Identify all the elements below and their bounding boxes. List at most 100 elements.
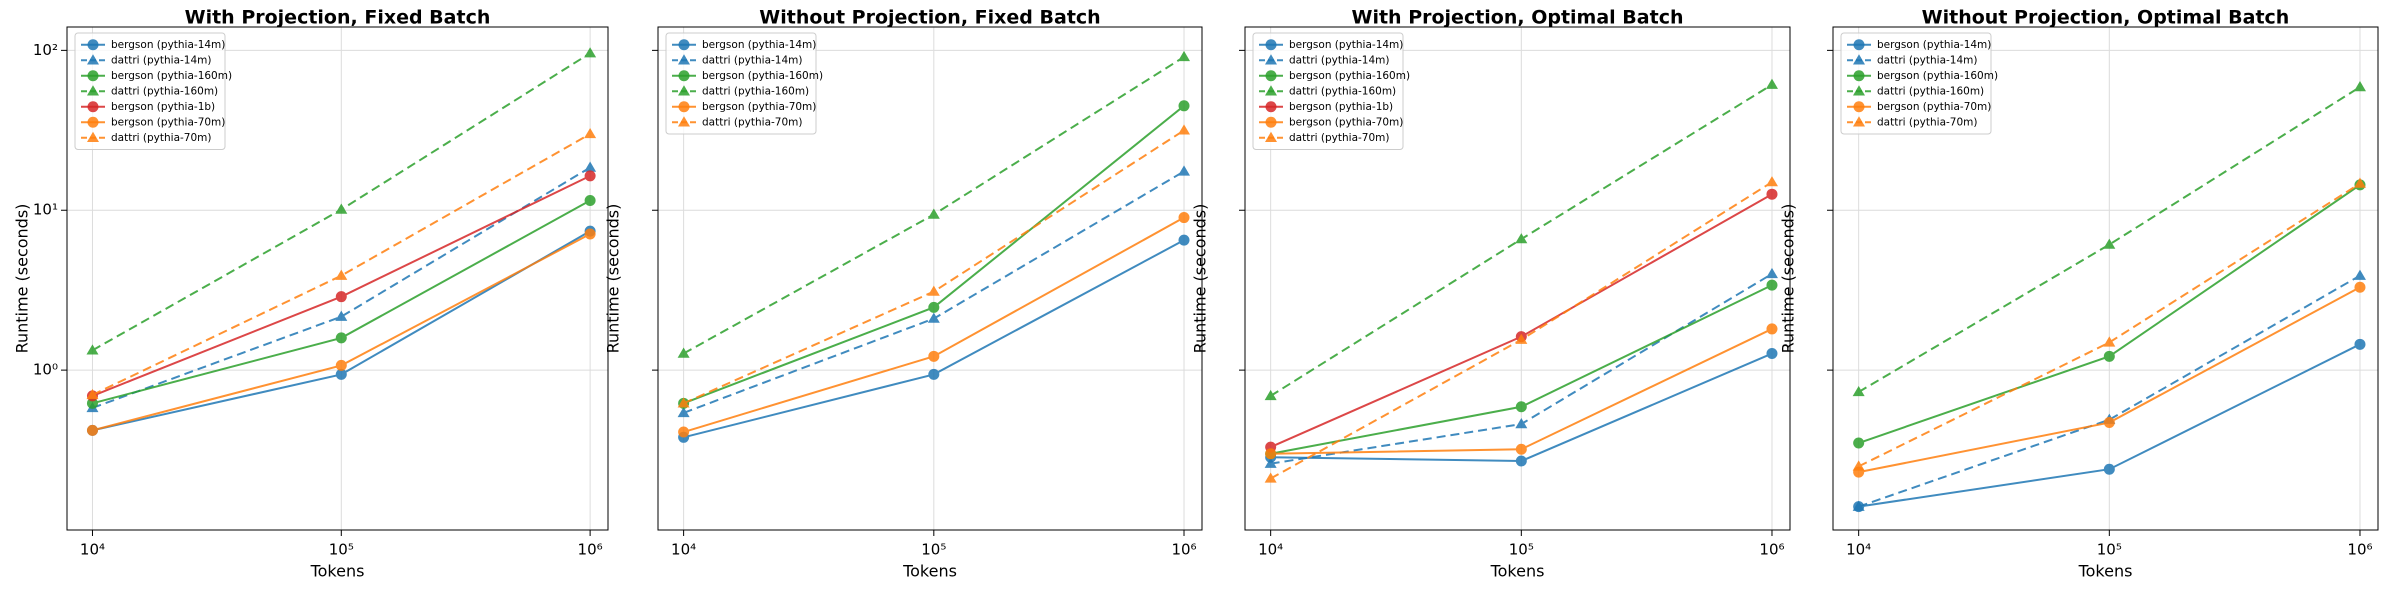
marker bbox=[1853, 101, 1865, 113]
legend-label: bergson (pythia-14m) bbox=[702, 39, 816, 51]
marker bbox=[678, 54, 690, 65]
legend: bergson (pythia-14m) dattri (pythia-14m) b… bbox=[665, 32, 823, 135]
marker bbox=[1765, 267, 1778, 279]
marker bbox=[678, 116, 690, 127]
legend-label: dattri (pythia-14m) bbox=[1877, 54, 1977, 66]
marker bbox=[86, 388, 99, 400]
marker bbox=[584, 161, 597, 172]
marker bbox=[2353, 80, 2366, 92]
marker bbox=[1766, 323, 1778, 335]
marker bbox=[584, 170, 596, 182]
marker bbox=[677, 397, 690, 408]
marker bbox=[928, 301, 940, 313]
marker bbox=[87, 70, 99, 82]
legend-label: dattri (pythia-70m) bbox=[1289, 132, 1389, 144]
marker bbox=[678, 85, 690, 96]
subplot: With Projection, Optimal Batch Tokens Runt… bbox=[1191, 7, 1791, 581]
series bbox=[1264, 267, 1778, 468]
marker bbox=[1515, 233, 1528, 244]
x-tick-label: 10⁵ bbox=[329, 541, 354, 559]
legend-label: dattri (pythia-70m) bbox=[111, 132, 211, 144]
marker bbox=[335, 359, 347, 371]
series bbox=[1265, 348, 1778, 467]
marker bbox=[928, 350, 940, 362]
marker bbox=[335, 291, 347, 303]
legend-label: dattri (pythia-14m) bbox=[1289, 54, 1389, 66]
marker bbox=[1515, 333, 1528, 344]
marker bbox=[1178, 234, 1190, 246]
subplot-title: With Projection, Fixed Batch bbox=[185, 7, 491, 29]
marker bbox=[87, 131, 99, 142]
series-line bbox=[92, 133, 591, 396]
series bbox=[86, 47, 597, 355]
series bbox=[677, 124, 1191, 408]
legend-label: bergson (pythia-1b) bbox=[1289, 101, 1393, 113]
x-tick-label: 10⁴ bbox=[1846, 541, 1871, 559]
marker bbox=[1853, 116, 1865, 127]
x-tick-label: 10⁵ bbox=[1509, 541, 1534, 559]
marker bbox=[87, 116, 99, 128]
marker bbox=[2354, 281, 2366, 293]
legend-label: dattri (pythia-160m) bbox=[111, 85, 218, 97]
marker bbox=[2103, 463, 2115, 475]
x-tick-label: 10⁴ bbox=[671, 541, 696, 559]
marker bbox=[1852, 385, 1865, 397]
legend-label: bergson (pythia-70m) bbox=[1289, 116, 1403, 128]
marker bbox=[1178, 124, 1191, 135]
series bbox=[678, 234, 1190, 443]
legend-label: bergson (pythia-14m) bbox=[1877, 39, 1991, 51]
x-tick-label: 10⁶ bbox=[1171, 541, 1196, 559]
legend-label: bergson (pythia-1b) bbox=[111, 101, 215, 113]
legend-label: dattri (pythia-14m) bbox=[702, 54, 802, 66]
axes-frame bbox=[657, 26, 1203, 531]
y-tick-label: 10⁰ bbox=[33, 361, 58, 379]
legend: bergson (pythia-14m) dattri (pythia-14m) b… bbox=[1252, 32, 1410, 150]
marker bbox=[1265, 116, 1277, 128]
marker bbox=[1852, 500, 1865, 511]
marker bbox=[1515, 455, 1527, 467]
x-tick-label: 10⁶ bbox=[2347, 541, 2372, 559]
marker bbox=[2103, 336, 2116, 347]
marker bbox=[678, 101, 690, 113]
marker bbox=[2353, 177, 2366, 188]
x-axis-label: Tokens bbox=[2078, 562, 2133, 581]
legend-label: dattri (pythia-14m) bbox=[111, 54, 211, 66]
legend-label: bergson (pythia-70m) bbox=[702, 101, 816, 113]
legend-box bbox=[1840, 32, 1992, 135]
series-line bbox=[1858, 182, 2361, 468]
marker bbox=[927, 208, 940, 219]
marker bbox=[335, 368, 347, 380]
marker bbox=[2103, 350, 2115, 362]
series bbox=[86, 228, 596, 436]
marker bbox=[87, 54, 99, 65]
marker bbox=[584, 127, 597, 139]
subplot-title: Without Projection, Fixed Batch bbox=[759, 7, 1100, 29]
x-axis-label: Tokens bbox=[310, 562, 365, 581]
marker bbox=[678, 426, 690, 438]
marker bbox=[1265, 54, 1277, 65]
subplot: Without Projection, Fixed Batch Tokens Run… bbox=[604, 7, 1203, 581]
marker bbox=[927, 312, 940, 323]
marker bbox=[927, 285, 940, 296]
marker bbox=[335, 310, 348, 321]
legend-label: dattri (pythia-160m) bbox=[702, 85, 809, 97]
subplot: Without Projection, Optimal Batch Tokens R… bbox=[1779, 7, 2379, 581]
series bbox=[1853, 338, 2366, 513]
series bbox=[677, 165, 1191, 418]
legend-label: dattri (pythia-160m) bbox=[1289, 85, 1396, 97]
legend: bergson (pythia-14m) dattri (pythia-14m) b… bbox=[1840, 32, 1998, 135]
marker bbox=[1178, 100, 1190, 112]
x-axis-label: Tokens bbox=[902, 562, 957, 581]
marker bbox=[1515, 401, 1527, 413]
x-tick-label: 10⁶ bbox=[578, 541, 603, 559]
marker bbox=[86, 424, 98, 436]
marker bbox=[1264, 457, 1277, 468]
subplot-title: With Projection, Optimal Batch bbox=[1352, 7, 1684, 29]
marker bbox=[87, 39, 99, 51]
x-axis-label: Tokens bbox=[1490, 562, 1545, 581]
marker bbox=[87, 85, 99, 96]
marker bbox=[1178, 50, 1191, 62]
marker bbox=[86, 344, 99, 355]
axes-frame bbox=[1832, 26, 2379, 531]
